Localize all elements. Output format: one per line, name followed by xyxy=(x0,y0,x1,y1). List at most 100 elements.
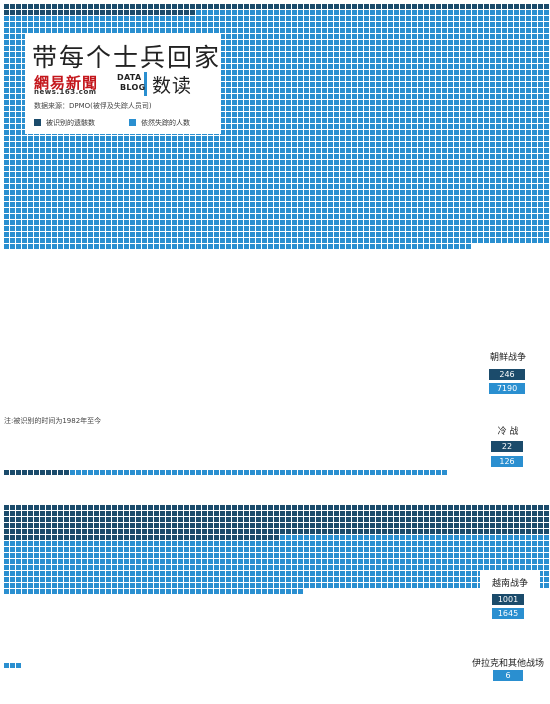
missing-block-0 xyxy=(544,46,549,51)
missing-block-0 xyxy=(328,10,333,15)
missing-block-0 xyxy=(292,178,297,183)
missing-block-0 xyxy=(238,82,243,87)
missing-block-0 xyxy=(316,40,321,45)
missing-block-0 xyxy=(376,100,381,105)
missing-block-2 xyxy=(154,565,159,570)
missing-block-2 xyxy=(238,571,243,576)
missing-block-0 xyxy=(508,148,513,153)
missing-block-2 xyxy=(490,535,495,540)
missing-block-0 xyxy=(40,220,45,225)
missing-block-0 xyxy=(514,166,519,171)
missing-block-0 xyxy=(316,58,321,63)
missing-block-0 xyxy=(220,220,225,225)
missing-block-0 xyxy=(490,148,495,153)
identified-block-2 xyxy=(292,505,297,510)
missing-block-0 xyxy=(424,238,429,243)
missing-block-0 xyxy=(466,214,471,219)
missing-block-0 xyxy=(430,172,435,177)
missing-block-0 xyxy=(466,106,471,111)
missing-block-2 xyxy=(178,541,183,546)
missing-block-0 xyxy=(394,10,399,15)
missing-block-0 xyxy=(382,22,387,27)
missing-block-0 xyxy=(328,52,333,57)
missing-block-2 xyxy=(328,565,333,570)
missing-block-2 xyxy=(16,565,21,570)
missing-block-0 xyxy=(388,142,393,147)
missing-block-0 xyxy=(514,238,519,243)
identified-block-2 xyxy=(4,511,9,516)
missing-block-0 xyxy=(520,136,525,141)
missing-block-0 xyxy=(256,184,261,189)
missing-block-2 xyxy=(268,541,273,546)
identified-block-2 xyxy=(214,505,219,510)
identified-block-2 xyxy=(520,511,525,516)
missing-block-0 xyxy=(280,232,285,237)
missing-block-2 xyxy=(196,553,201,558)
missing-block-0 xyxy=(64,154,69,159)
missing-block-0 xyxy=(460,184,465,189)
missing-block-0 xyxy=(250,52,255,57)
identified-block-2 xyxy=(514,523,519,528)
missing-block-0 xyxy=(466,64,471,69)
missing-block-0 xyxy=(10,94,15,99)
missing-block-0 xyxy=(310,94,315,99)
missing-block-0 xyxy=(388,34,393,39)
missing-block-0 xyxy=(292,22,297,27)
missing-block-0 xyxy=(166,142,171,147)
missing-block-0 xyxy=(514,10,519,15)
missing-block-0 xyxy=(280,196,285,201)
missing-block-0 xyxy=(418,22,423,27)
missing-block-0 xyxy=(298,82,303,87)
missing-block-0 xyxy=(364,208,369,213)
missing-block-0 xyxy=(238,196,243,201)
missing-block-0 xyxy=(220,28,225,33)
missing-block-0 xyxy=(394,16,399,21)
missing-block-0 xyxy=(70,136,75,141)
missing-block-0 xyxy=(472,10,477,15)
missing-block-0 xyxy=(460,52,465,57)
missing-block-0 xyxy=(364,106,369,111)
missing-block-0 xyxy=(424,160,429,165)
missing-block-0 xyxy=(514,130,519,135)
identified-block-2 xyxy=(322,511,327,516)
missing-block-0 xyxy=(196,10,201,15)
missing-block-2 xyxy=(82,571,87,576)
missing-block-0 xyxy=(322,166,327,171)
missing-block-0 xyxy=(238,16,243,21)
missing-block-0 xyxy=(508,118,513,123)
missing-block-0 xyxy=(526,28,531,33)
missing-block-2 xyxy=(40,577,45,582)
missing-block-0 xyxy=(154,166,159,171)
missing-block-0 xyxy=(382,16,387,21)
missing-block-0 xyxy=(220,184,225,189)
missing-block-0 xyxy=(394,52,399,57)
missing-block-0 xyxy=(82,154,87,159)
missing-block-2 xyxy=(400,565,405,570)
missing-block-2 xyxy=(28,565,33,570)
missing-block-1 xyxy=(142,470,147,475)
missing-block-0 xyxy=(94,244,99,249)
missing-block-2 xyxy=(124,559,129,564)
missing-block-0 xyxy=(220,58,225,63)
missing-block-0 xyxy=(58,220,63,225)
missing-block-0 xyxy=(436,88,441,93)
identified-block-2 xyxy=(202,535,207,540)
missing-block-2 xyxy=(28,553,33,558)
missing-block-0 xyxy=(4,70,9,75)
identified-block-2 xyxy=(94,523,99,528)
missing-block-0 xyxy=(442,220,447,225)
missing-block-0 xyxy=(340,124,345,129)
missing-block-0 xyxy=(502,232,507,237)
missing-block-0 xyxy=(16,202,21,207)
missing-block-0 xyxy=(100,22,105,27)
missing-block-0 xyxy=(496,70,501,75)
missing-block-2 xyxy=(466,559,471,564)
missing-block-2 xyxy=(256,547,261,552)
missing-block-2 xyxy=(448,541,453,546)
missing-block-0 xyxy=(538,82,543,87)
missing-block-0 xyxy=(70,160,75,165)
missing-block-0 xyxy=(328,106,333,111)
missing-block-0 xyxy=(178,22,183,27)
missing-block-0 xyxy=(220,160,225,165)
missing-block-0 xyxy=(358,28,363,33)
